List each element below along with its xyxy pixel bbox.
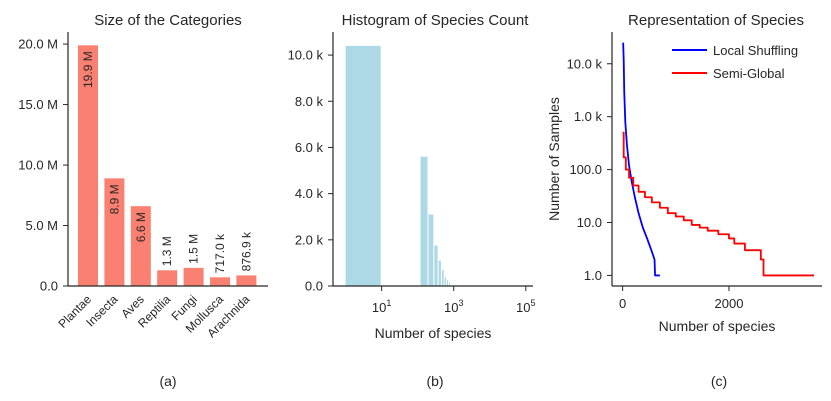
panel-b-x-ticks: 101 103 105 <box>372 286 536 315</box>
panel-a-bars: 19.9 M 8.9 M 6.6 M 1.3 M 1.5 M 717.0 k 876.9 k <box>78 45 257 286</box>
legend-label: Local Shuffling <box>713 43 798 58</box>
panel-b-title: Histogram of Species Count <box>342 12 530 29</box>
panel-c: Representation of Species 1.010.0100.01.… <box>546 12 822 389</box>
panel-a-caption: (a) <box>159 373 176 389</box>
series-line-local-shuffling <box>622 42 660 277</box>
histogram-bar <box>441 269 444 286</box>
bar-plantae <box>78 45 98 286</box>
x-tick-label: 2000 <box>715 296 744 311</box>
bar-value-label: 717.0 k <box>213 233 227 273</box>
bar-fungi <box>183 267 204 286</box>
y-tick-label: 4.0 k <box>295 186 324 201</box>
histogram-bar <box>434 245 438 286</box>
panel-b-bars <box>345 45 450 286</box>
panel-a: Size of the Categories 19.9 M8.9 M6.6 M1… <box>18 12 268 389</box>
y-tick-label: 0.0 <box>40 279 58 294</box>
y-tick-label: 8.0 k <box>295 94 324 109</box>
bar-arachnida <box>236 275 257 286</box>
legend-label: Semi-Global <box>713 66 785 81</box>
bar-value-label: 8.9 M <box>107 184 121 214</box>
y-tick-label: 10.0 <box>577 215 602 230</box>
x-tick-label: 103 <box>444 298 463 315</box>
panel-c-caption: (c) <box>711 373 727 389</box>
histogram-bar <box>446 280 449 286</box>
y-tick-label: 15.0 M <box>18 97 58 112</box>
bar-mollusca <box>210 277 230 286</box>
panel-c-title: Representation of Species <box>628 12 804 29</box>
panel-b-x-axis-label: Number of species <box>375 325 492 341</box>
bar-reptilia <box>157 270 178 286</box>
panel-c-x-ticks: 0 2000 <box>619 286 743 311</box>
bar-insecta <box>104 178 125 286</box>
y-tick-label: 10.0 M <box>18 158 58 173</box>
panel-c-y-ticks: 1.0 10.0 100.0 1.0 k 10.0 k <box>567 56 612 283</box>
bar-value-label: 876.9 k <box>239 231 253 271</box>
y-tick-label: 0.0 <box>305 279 323 294</box>
panel-b-caption: (b) <box>426 373 443 389</box>
panel-b: Histogram of Species Count 0.0 2.0 k 4.0 k… <box>288 12 536 389</box>
panel-b-y-ticks: 0.0 2.0 k 4.0 k 6.0 k 8.0 k 10.0 k <box>288 48 333 294</box>
panel-c-x-axis-label: Number of species <box>659 318 776 334</box>
bar-aves <box>130 206 151 286</box>
series-line-semi-global <box>622 131 815 277</box>
y-tick-label: 6.0 k <box>295 140 324 155</box>
y-tick-label: 1.0 <box>584 268 602 283</box>
x-tick-label: 105 <box>516 298 535 315</box>
x-tick-label: 101 <box>372 298 391 315</box>
panel-c-legend: Local Shuffling Semi-Global <box>672 43 798 81</box>
y-tick-label: 20.0 M <box>18 37 58 52</box>
bar-value-label: 6.6 M <box>134 212 148 242</box>
bar-value-label: 1.3 M <box>160 236 174 266</box>
y-tick-label: 2.0 k <box>295 232 324 247</box>
histogram-bar <box>449 282 450 286</box>
panel-c-series-lines <box>622 42 815 277</box>
y-tick-label: 1.0 k <box>574 109 603 124</box>
histogram-bar <box>444 276 446 286</box>
histogram-bar <box>345 45 381 286</box>
histogram-bar <box>438 260 441 286</box>
histogram-bar <box>420 156 428 286</box>
y-tick-label: 10.0 k <box>567 56 603 71</box>
x-tick-label: 0 <box>619 296 626 311</box>
panel-a-category-labels: PlantaeInsectaAvesReptiliaFungiMolluscaA… <box>55 292 252 340</box>
histogram-bar <box>428 214 434 286</box>
panel-a-title: Size of the Categories <box>94 12 242 29</box>
y-tick-label: 10.0 k <box>288 48 324 63</box>
y-tick-label: 5.0 M <box>25 218 58 233</box>
y-tick-label: 100.0 <box>569 162 602 177</box>
bar-value-label: 19.9 M <box>81 51 95 88</box>
bar-value-label: 1.5 M <box>187 234 201 264</box>
panel-c-y-axis-label: Number of Samples <box>546 97 562 221</box>
panel-a-y-ticks: 0.0 5.0 M 10.0 M 15.0 M 20.0 M <box>18 37 68 294</box>
